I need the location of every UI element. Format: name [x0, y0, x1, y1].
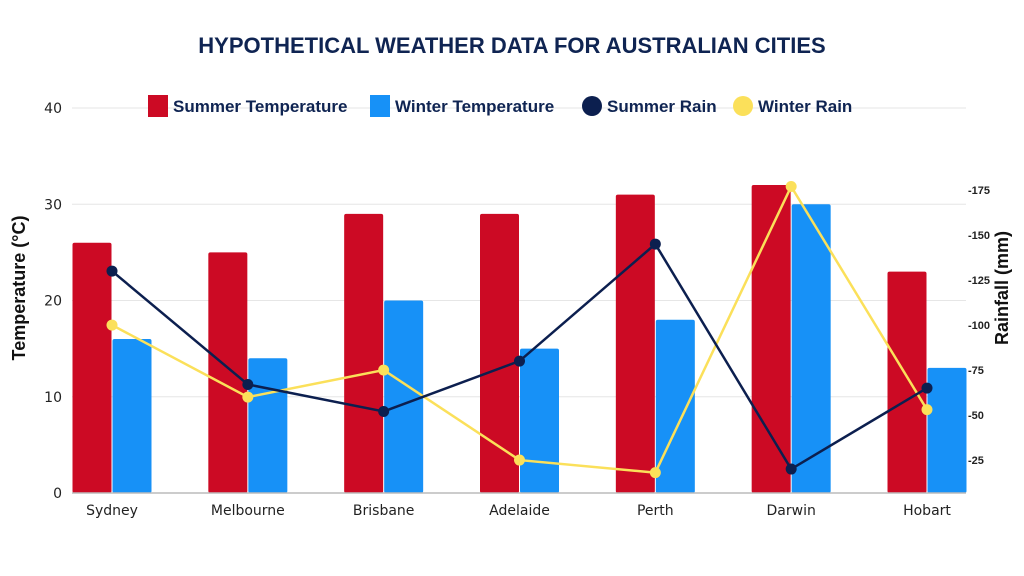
point-winter-rain [921, 404, 933, 416]
point-summer-rain [921, 382, 933, 394]
lines [106, 180, 933, 479]
point-summer-rain [106, 265, 118, 277]
point-summer-rain [378, 405, 390, 417]
y2-tick-label: -175 [968, 185, 990, 197]
point-winter-rain [106, 319, 118, 331]
point-winter-rain [242, 391, 254, 403]
x-tick-label: Melbourne [211, 503, 285, 519]
legend-swatch [370, 95, 390, 117]
y2-tick-label: -100 [968, 320, 990, 332]
legend: Summer Temperature Winter Temperature Summ… [148, 95, 852, 117]
x-tick-label: Adelaide [489, 503, 550, 519]
axes: 0 10 20 30 40 -25 -50 -75 -100 -125 -150 -175 Sydney… [44, 101, 990, 519]
point-winter-rain [378, 364, 390, 376]
y-tick-label: 20 [44, 294, 62, 310]
point-summer-rain [514, 355, 525, 367]
bar-summer-temperature [751, 185, 791, 493]
bar-winter-temperature [384, 300, 424, 493]
y2-tick-label: -75 [968, 365, 984, 377]
point-summer-rain [785, 463, 797, 475]
y-tick-label: 0 [53, 486, 62, 502]
bar-winter-temperature [248, 358, 288, 493]
legend-swatch [733, 96, 753, 116]
legend-swatch [582, 96, 602, 116]
bar-winter-temperature [520, 348, 559, 493]
point-summer-rain [649, 238, 661, 250]
y2-tick-label: -150 [968, 230, 990, 242]
bar-winter-temperature [927, 367, 967, 493]
legend-label: Summer Temperature [173, 97, 347, 116]
x-tick-label: Perth [637, 503, 674, 519]
bar-summer-temperature [344, 213, 384, 493]
legend-label: Winter Rain [758, 97, 852, 116]
y2-tick-label: -50 [968, 410, 984, 422]
bar-winter-temperature [791, 204, 831, 493]
legend-label: Winter Temperature [395, 97, 554, 116]
point-winter-rain [514, 454, 525, 466]
y-tick-label: 40 [44, 101, 62, 117]
legend-label: Summer Rain [607, 97, 717, 116]
bar-summer-temperature [887, 271, 927, 493]
bar-winter-temperature [112, 339, 152, 493]
y2-tick-label: -25 [968, 455, 984, 467]
bar-summer-temperature [208, 252, 248, 493]
y2-tick-label: -125 [968, 275, 990, 287]
legend-swatch [148, 95, 168, 117]
point-winter-rain [649, 467, 661, 479]
y-tick-label: 30 [44, 197, 62, 213]
bar-summer-temperature [615, 194, 655, 493]
x-tick-label: Sydney [86, 503, 138, 519]
y-axis-label: Temperature (°C) [9, 216, 29, 361]
x-tick-label: Darwin [767, 503, 816, 519]
bar-winter-temperature [655, 319, 695, 493]
bar-summer-temperature [480, 213, 519, 493]
bar-summer-temperature [72, 242, 112, 493]
chart-title: HYPOTHETICAL WEATHER DATA FOR AUSTRALIAN… [198, 33, 825, 58]
point-winter-rain [785, 180, 797, 192]
x-tick-label: Hobart [903, 503, 951, 519]
y2-axis-label: Rainfall (mm) [992, 231, 1012, 345]
bars [72, 185, 967, 493]
x-tick-label: Brisbane [353, 503, 415, 519]
point-summer-rain [242, 378, 254, 390]
y-tick-label: 10 [44, 390, 62, 406]
